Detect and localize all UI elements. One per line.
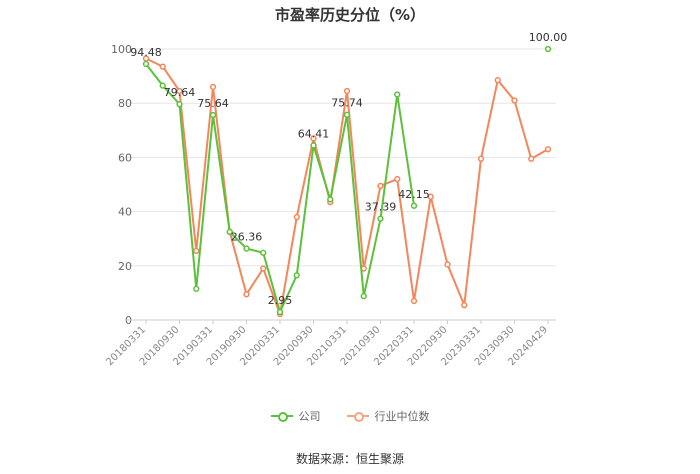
y-tick-label: 80 xyxy=(118,97,132,110)
data-point xyxy=(511,97,518,104)
data-label: 42.15 xyxy=(398,188,430,201)
chart-title: 市盈率历史分位（%） xyxy=(274,6,426,24)
legend-swatch-company xyxy=(270,411,293,422)
legend: 公司 行业中位数 xyxy=(0,408,700,424)
data-label: 94.48 xyxy=(130,46,162,59)
data-point xyxy=(410,202,418,209)
data-point xyxy=(209,111,217,119)
data-point xyxy=(444,261,451,268)
data-point xyxy=(544,45,552,53)
data-point xyxy=(544,146,552,153)
data-point xyxy=(427,193,434,200)
data-point xyxy=(410,297,418,305)
y-tick-label: 100 xyxy=(111,43,132,56)
data-point xyxy=(209,83,217,91)
data-point xyxy=(327,196,334,203)
data-point xyxy=(461,301,468,309)
legend-item-industry-median[interactable]: 行业中位数 xyxy=(346,408,430,424)
data-point xyxy=(243,291,250,298)
data-label: 75.74 xyxy=(331,97,363,110)
data-point xyxy=(377,182,384,190)
y-tick-label: 40 xyxy=(118,206,132,219)
source-note: 数据来源：恒生聚源 xyxy=(295,452,404,466)
y-tick-label: 20 xyxy=(118,260,132,273)
data-point xyxy=(176,101,183,108)
data-point xyxy=(260,265,267,272)
data-label: 64.41 xyxy=(298,127,330,140)
legend-label-company: 公司 xyxy=(298,410,321,423)
data-point xyxy=(494,77,501,84)
data-point xyxy=(193,247,200,255)
data-point xyxy=(394,175,401,183)
data-point xyxy=(360,293,367,300)
data-label: 75.64 xyxy=(197,97,229,110)
data-point xyxy=(276,308,284,316)
data-label: 26.36 xyxy=(231,231,263,244)
data-label: 2.95 xyxy=(268,294,293,307)
series-line xyxy=(145,63,415,314)
data-point xyxy=(193,285,200,292)
data-point xyxy=(159,63,166,70)
legend-label-industry-median: 行业中位数 xyxy=(374,410,430,423)
data-point xyxy=(226,228,233,236)
data-point xyxy=(394,91,401,98)
data-point xyxy=(293,213,300,221)
legend-swatch-industry-median xyxy=(346,411,369,422)
data-label: 37.39 xyxy=(365,201,397,214)
data-point xyxy=(477,155,485,162)
y-tick-label: 60 xyxy=(118,151,132,164)
data-point xyxy=(260,249,267,256)
data-point xyxy=(377,215,384,222)
data-point xyxy=(159,82,166,89)
data-point xyxy=(310,142,317,149)
data-point xyxy=(343,111,351,118)
data-label: 79.64 xyxy=(164,86,196,99)
data-point xyxy=(310,135,317,142)
data-point xyxy=(142,60,150,68)
legend-item-company[interactable]: 公司 xyxy=(270,408,321,424)
data-point xyxy=(343,87,351,95)
data-point xyxy=(293,272,300,279)
data-label: 100.00 xyxy=(529,31,568,44)
data-point xyxy=(176,87,183,95)
data-point xyxy=(243,245,250,252)
data-point xyxy=(528,155,535,162)
